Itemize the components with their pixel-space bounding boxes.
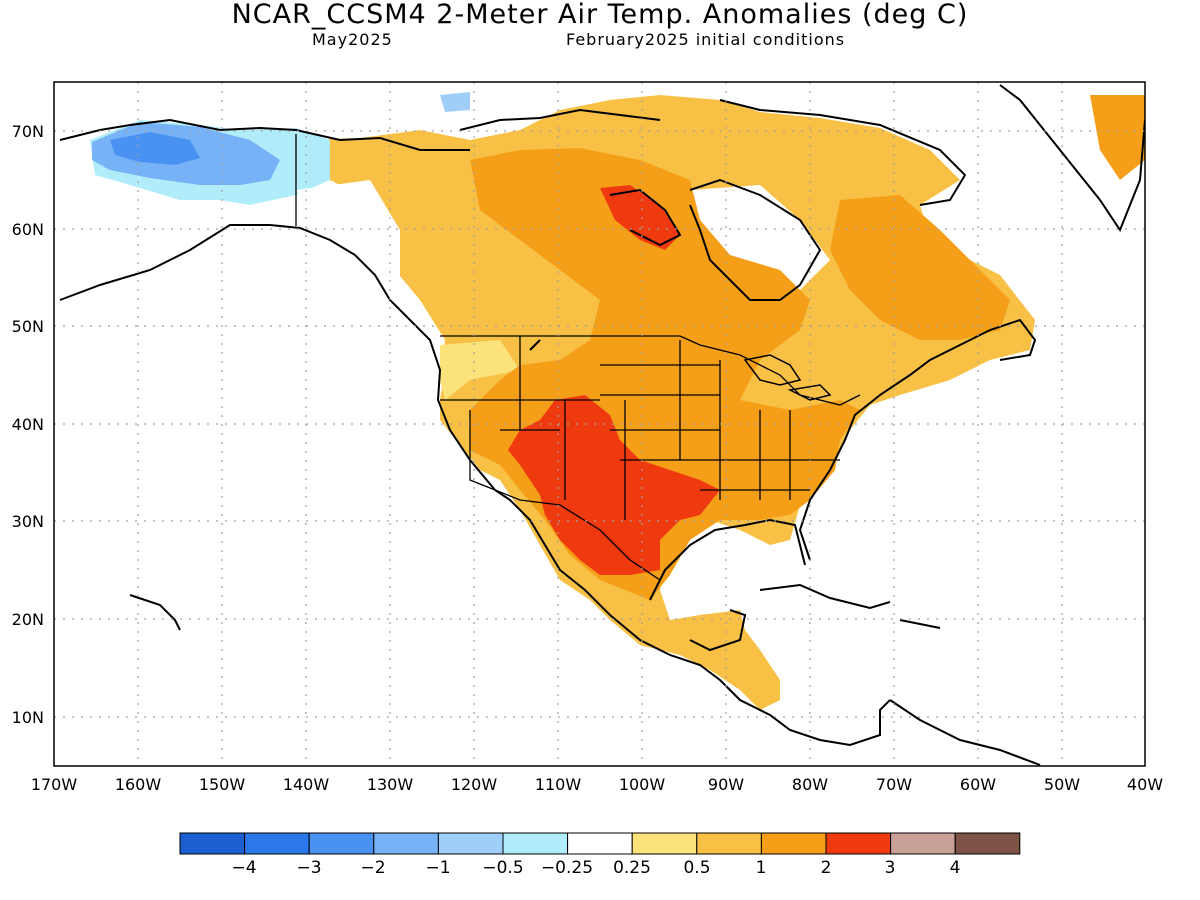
colorbar [179, 832, 1021, 855]
colorbar-swatch [696, 832, 762, 855]
anomaly-region-2-3-southwest [508, 395, 720, 575]
lon-label: 80W [792, 775, 828, 794]
colorbar-label: 4 [950, 858, 961, 878]
colorbar-swatch [502, 832, 569, 855]
forecast-month: May2025 [312, 30, 393, 49]
anomaly-region-neutral-hudson [690, 185, 830, 290]
longitude-labels: 170W 160W 150W 140W 130W 120W 110W 100W … [31, 775, 1163, 794]
colorbar-label: −1 [425, 858, 450, 878]
anomaly-region-1-2-greenland [1090, 95, 1145, 180]
colorbar-swatch [244, 832, 310, 855]
lon-label: 160W [115, 775, 162, 794]
lat-label: 30N [12, 512, 44, 531]
colorbar-swatch [567, 832, 633, 855]
anomaly-region-cool-beaufort [440, 92, 470, 112]
colorbar-label: −0.25 [541, 858, 593, 878]
colorbar-label: 2 [821, 858, 832, 878]
colorbar-swatch [179, 832, 246, 855]
lat-label: 40N [12, 415, 44, 434]
colorbar-swatch [954, 832, 1021, 855]
colorbar-label: 0.25 [613, 858, 651, 878]
colorbar-label: 3 [885, 858, 896, 878]
colorbar-swatch [631, 832, 698, 855]
lat-label: 60N [12, 220, 44, 239]
map-title: NCAR_CCSM4 2-Meter Air Temp. Anomalies (… [231, 0, 969, 30]
lat-label: 20N [12, 610, 44, 629]
lon-label: 70W [876, 775, 912, 794]
colorbar-labels: −4 −3 −2 −1 −0.5 −0.25 0.25 0.5 1 2 3 4 [231, 858, 960, 878]
anomaly-region-2-3-hudson [600, 185, 680, 250]
anomaly-region-neutral-pnw [296, 180, 445, 400]
lon-label: 140W [283, 775, 330, 794]
graticule [54, 82, 1145, 766]
colorbar-swatch [825, 832, 892, 855]
lon-label: 90W [708, 775, 744, 794]
lon-label: 130W [367, 775, 414, 794]
coastlines [59, 84, 1145, 766]
anomaly-region-1-2-east [830, 195, 1010, 340]
colorbar-label: 1 [756, 858, 767, 878]
lon-label: 40W [1127, 775, 1163, 794]
colorbar-swatch [890, 832, 956, 855]
lon-label: 100W [619, 775, 666, 794]
colorbar-label: −2 [360, 858, 385, 878]
map-frame [53, 81, 1146, 767]
colorbar-swatch [308, 832, 375, 855]
colorbar-label: −4 [231, 858, 256, 878]
colorbar-label: −3 [296, 858, 321, 878]
colorbar-label: 0.5 [683, 858, 710, 878]
great-lakes [743, 354, 832, 401]
colorbar-swatch [760, 832, 827, 855]
lon-label: 170W [31, 775, 78, 794]
lon-label: 50W [1044, 775, 1080, 794]
lon-label: 150W [199, 775, 246, 794]
colorbar-swatch [437, 832, 504, 855]
colorbar-swatch [373, 832, 439, 855]
colorbar-label: −0.5 [482, 858, 523, 878]
lon-label: 60W [960, 775, 996, 794]
latitude-labels: 70N 60N 50N 40N 30N 20N 10N [12, 122, 44, 727]
lat-label: 50N [12, 317, 44, 336]
initial-conditions: February2025 initial conditions [566, 30, 846, 49]
political-borders [295, 134, 861, 581]
anomaly-region-light-pnw [440, 340, 520, 400]
anomaly-region-cool-alaska-center [110, 132, 200, 165]
lat-label: 10N [12, 708, 44, 727]
lon-label: 120W [451, 775, 498, 794]
lat-label: 70N [12, 122, 44, 141]
lon-label: 110W [535, 775, 582, 794]
